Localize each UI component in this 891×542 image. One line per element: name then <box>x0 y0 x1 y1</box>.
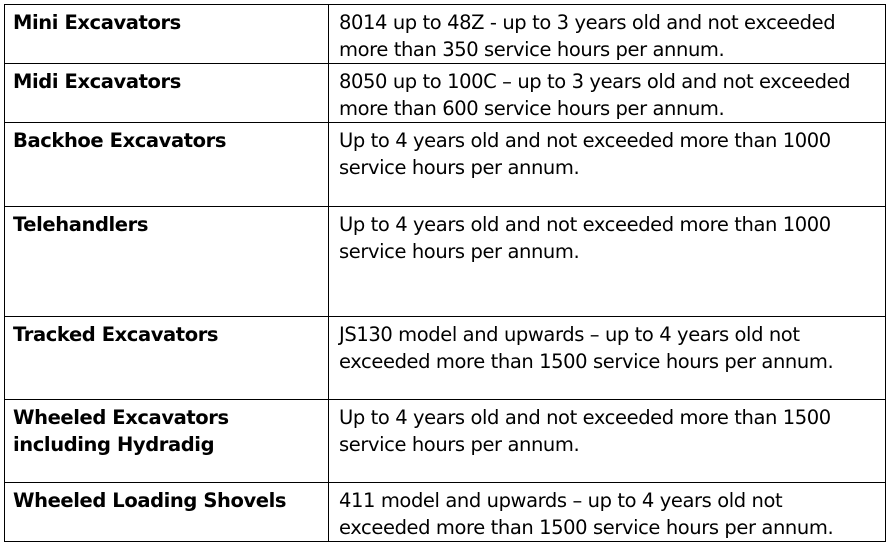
category-cell: Telehandlers <box>4 206 329 317</box>
category-cell: Wheeled Excavators including Hydradig <box>4 399 329 483</box>
description-cell: Up to 4 years old and not exceeded more … <box>328 122 886 207</box>
description-cell: 8050 up to 100C – up to 3 years old and … <box>328 63 886 123</box>
table-row: Midi Excavators 8050 up to 100C – up to … <box>4 63 886 123</box>
description-cell: Up to 4 years old and not exceeded more … <box>328 399 886 483</box>
table-row: Wheeled Excavators including Hydradig Up… <box>4 399 886 483</box>
category-cell: Midi Excavators <box>4 63 329 123</box>
category-cell: Backhoe Excavators <box>4 122 329 207</box>
description-cell: Up to 4 years old and not exceeded more … <box>328 206 886 317</box>
category-cell: Wheeled Loading Shovels <box>4 482 329 542</box>
table-row: Backhoe Excavators Up to 4 years old and… <box>4 122 886 207</box>
table-row: Wheeled Loading Shovels 411 model and up… <box>4 482 886 542</box>
description-cell: 8014 up to 48Z - up to 3 years old and n… <box>328 4 886 64</box>
description-cell: 411 model and upwards – up to 4 years ol… <box>328 482 886 542</box>
description-cell: JS130 model and upwards – up to 4 years … <box>328 316 886 400</box>
table-row: Mini Excavators 8014 up to 48Z - up to 3… <box>4 4 886 64</box>
category-cell: Tracked Excavators <box>4 316 329 400</box>
table-row: Tracked Excavators JS130 model and upwar… <box>4 316 886 400</box>
table-row: Telehandlers Up to 4 years old and not e… <box>4 206 886 317</box>
category-cell: Mini Excavators <box>4 4 329 64</box>
eligibility-table: Mini Excavators 8014 up to 48Z - up to 3… <box>4 4 886 542</box>
